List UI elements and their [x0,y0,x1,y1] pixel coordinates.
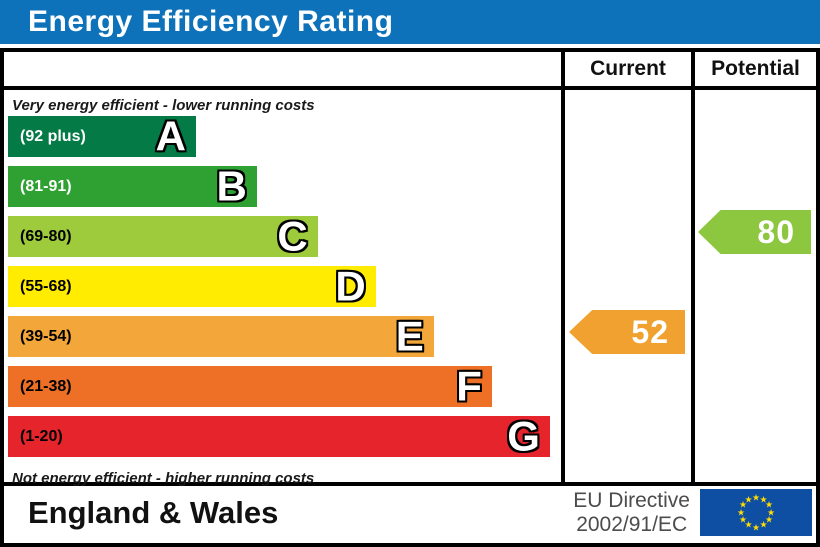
eu-flag-star: ★ [736,507,746,517]
current-column: 52 [561,90,691,482]
band-letter-E: E [395,312,424,360]
band-range-C: (69-80) [20,227,72,245]
band-letter-D: D [335,262,366,310]
potential-rating-arrow-value: 80 [757,213,795,250]
column-header-current: Current [561,52,691,86]
eu-flag-star: ★ [751,492,761,502]
eu-directive-label: EU Directive 2002/91/EC [573,489,690,537]
table-header-row: Current Potential [4,52,816,90]
band-range-F: (21-38) [20,377,72,395]
band-bar-F: (21-38) F [8,362,492,410]
column-header-potential: Potential [691,52,816,86]
title-bar: Energy Efficiency Rating [0,0,820,44]
eu-flag-star: ★ [738,499,748,510]
eu-flag-star: ★ [764,514,774,525]
eu-flag-star: ★ [759,519,768,530]
potential-column: 80 [691,90,816,482]
table-body-row: Very energy efficient - lower running co… [4,90,816,487]
band-bar-E: (39-54) E [8,312,434,360]
region-label: England & Wales [28,494,279,530]
eu-flag-star: ★ [738,514,748,525]
eu-flag-icon: ★ ★ ★ ★ ★ ★ ★ ★ ★ ★ ★ ★ [700,489,812,536]
current-rating-arrow-value: 52 [631,313,669,350]
page-title: Energy Efficiency Rating [28,5,394,38]
band-bar-D: (55-68) D [8,262,376,310]
band-range-G: (1-20) [20,427,63,445]
band-bar-A: (92 plus) A [8,112,197,160]
top-note: Very energy efficient - lower running co… [12,97,315,114]
eu-flag-star: ★ [764,499,774,510]
band-letter-A: A [155,112,187,160]
band-list: (92 plus) A (81-91) B (69-80) C (55-68) D (39-54… [4,112,561,460]
band-letter-C: C [277,212,308,260]
band-range-E: (39-54) [20,327,72,345]
band-bar-G: (1-20) G [8,412,550,460]
band-bar-B: (81-91) B [8,162,257,210]
band-bar-C: (69-80) C [8,212,318,260]
band-range-D: (55-68) [20,277,72,295]
band-range-A: (92 plus) [20,127,86,145]
bottom-note: Not energy efficient - higher running co… [12,470,315,487]
band-letter-B: B [216,162,247,210]
epc-table: Current Potential Very energy efficient … [0,48,820,547]
eu-flag-star: ★ [744,494,753,504]
eu-flag-star: ★ [766,507,776,517]
table-footer-row: England & Wales EU Directive 2002/91/EC … [4,486,816,539]
band-letter-G: G [507,412,540,460]
eu-directive-line2: 2002/91/EC [576,512,688,536]
eu-flag-star: ★ [751,522,761,532]
eu-directive-line1: EU Directive [573,488,690,512]
current-rating-arrow: 52 [569,310,685,354]
potential-rating-arrow: 80 [698,210,811,254]
band-letter-F: F [456,362,482,410]
eu-flag-star: ★ [744,519,753,530]
rating-scale: Very energy efficient - lower running co… [4,90,561,487]
band-range-B: (81-91) [20,177,72,195]
header-spacer-cell [4,52,561,86]
eu-flag-star: ★ [759,494,768,504]
